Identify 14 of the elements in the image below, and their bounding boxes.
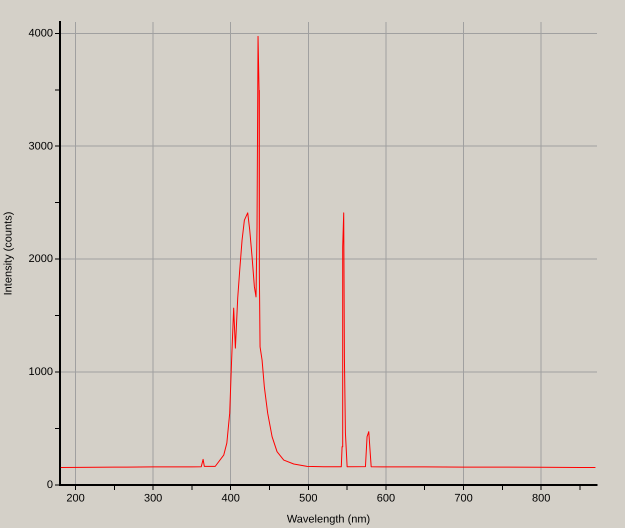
y-axis-title: Intensity (counts): [2, 212, 15, 296]
x-tick-label: 400: [222, 492, 240, 505]
x-tick-label: 300: [144, 492, 162, 505]
y-tick-label: 1000: [28, 366, 53, 378]
y-tick-label: 0: [46, 479, 53, 492]
y-tick-label: 4000: [28, 27, 53, 40]
y-tick-label: 2000: [28, 253, 53, 266]
y-tick-label: 3000: [28, 140, 53, 152]
x-tick-label: 600: [376, 492, 396, 505]
x-tick-label: 800: [532, 492, 550, 505]
x-tick-label: 700: [454, 492, 473, 505]
x-axis-title: Wavelength (nm): [286, 513, 370, 526]
x-tick-label: 500: [299, 492, 318, 505]
x-tick-label: 200: [66, 492, 85, 505]
